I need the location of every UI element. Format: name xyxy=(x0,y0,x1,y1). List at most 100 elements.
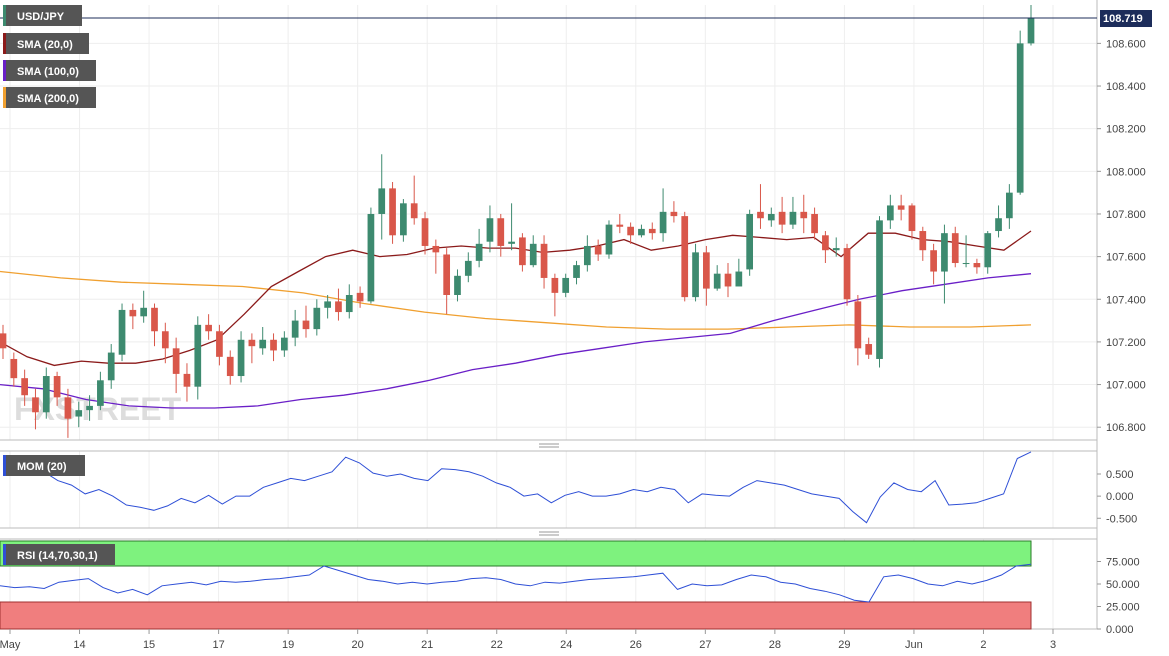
legend-sma-100[interactable]: SMA (100,0) xyxy=(3,60,96,81)
momentum-path xyxy=(2,451,1032,524)
candle-body xyxy=(735,271,743,287)
legend-usdjpy[interactable]: USD/JPY xyxy=(3,5,82,26)
candle-body xyxy=(324,301,331,308)
candle-body xyxy=(151,307,158,332)
candle-body xyxy=(529,243,537,266)
candle xyxy=(183,363,191,402)
candle xyxy=(540,235,548,289)
legend-mom[interactable]: MOM (20) xyxy=(3,455,85,476)
candle-body xyxy=(681,216,689,298)
candle-body xyxy=(497,218,505,246)
candle xyxy=(692,243,699,302)
candle-body xyxy=(908,205,916,232)
pane-resize-handle-2[interactable] xyxy=(539,531,559,536)
y-axis: 106.800 107.000 107.200 107.400 107.600 107.8… xyxy=(1097,38,1146,636)
legend-label: SMA (100,0) xyxy=(17,66,79,78)
candle xyxy=(995,205,1002,238)
x-tick-label: 2 xyxy=(980,639,986,651)
candle xyxy=(594,239,602,261)
candle-body xyxy=(486,218,494,242)
candle-body xyxy=(919,231,927,251)
candle-body xyxy=(432,245,440,253)
candle-body xyxy=(519,237,526,266)
candle-body xyxy=(692,252,699,298)
candle xyxy=(822,231,829,264)
legend-label: SMA (200,0) xyxy=(17,93,79,105)
candle-body xyxy=(10,358,18,379)
candle-body xyxy=(605,224,613,255)
current-price-marker: 108.719 xyxy=(1100,10,1152,28)
candle-body xyxy=(172,348,180,374)
candle xyxy=(486,205,494,253)
x-tick-label: 3 xyxy=(1050,639,1056,651)
candle-body xyxy=(876,220,883,359)
candle xyxy=(778,196,786,234)
candle-body xyxy=(32,397,39,413)
candle xyxy=(930,243,937,285)
legend-label: SMA (20,0) xyxy=(17,39,73,51)
pane-resize-handle-1[interactable] xyxy=(539,443,559,448)
pane-borders xyxy=(0,0,1098,630)
candle-body xyxy=(421,218,429,246)
legend-rsi[interactable]: RSI (14,70,30,1) xyxy=(3,544,115,565)
candle-body xyxy=(724,273,732,287)
candle xyxy=(508,203,515,251)
candle xyxy=(259,326,267,355)
candle-body xyxy=(627,226,634,236)
candle xyxy=(583,235,591,272)
candle xyxy=(151,303,158,347)
candle xyxy=(335,288,342,321)
candle xyxy=(75,401,83,428)
candle-body xyxy=(1027,17,1035,44)
candle xyxy=(865,337,873,359)
candle-body xyxy=(280,337,288,351)
legend-swatch xyxy=(3,5,6,26)
momentum-line xyxy=(2,451,1032,524)
legend-swatch xyxy=(3,544,6,565)
candle xyxy=(270,333,277,362)
candle xyxy=(356,286,364,308)
candle xyxy=(454,269,461,302)
candle-body xyxy=(886,205,894,221)
mom-tick-label: 0.500 xyxy=(1106,469,1134,481)
candle-body xyxy=(995,218,1002,232)
candle xyxy=(226,350,234,385)
candle-body xyxy=(941,233,948,272)
legend-sma-20[interactable]: SMA (20,0) xyxy=(3,33,89,54)
candle xyxy=(248,333,256,364)
legend-sma-200[interactable]: SMA (200,0) xyxy=(3,87,96,108)
rsi-tick-label: 75.000 xyxy=(1106,557,1140,569)
candle-body xyxy=(248,339,256,347)
candle-body xyxy=(648,228,656,234)
legend-label: USD/JPY xyxy=(17,11,65,23)
x-tick-label: 19 xyxy=(282,639,294,651)
current-price-label: 108.719 xyxy=(1103,13,1143,25)
candle-body xyxy=(670,211,678,217)
candle xyxy=(389,181,396,244)
candle-body xyxy=(713,273,721,289)
candle xyxy=(616,213,624,234)
rsi-tick-label: 0.000 xyxy=(1106,624,1134,636)
candle xyxy=(681,211,689,302)
candle-body xyxy=(638,228,645,236)
candle-body xyxy=(118,309,126,355)
candle-body xyxy=(443,254,451,295)
candle-body xyxy=(865,344,873,355)
candle xyxy=(497,213,505,257)
legend-swatch xyxy=(3,60,6,81)
candle-body xyxy=(21,378,28,396)
sma-20-line xyxy=(0,230,1032,367)
candle xyxy=(118,303,126,362)
x-tick-label: 29 xyxy=(838,639,850,651)
candle xyxy=(194,316,202,400)
candle xyxy=(703,245,710,306)
candle-body xyxy=(573,265,580,278)
candle-body xyxy=(811,213,818,234)
candle-body xyxy=(378,188,386,214)
candle xyxy=(464,252,472,283)
candle xyxy=(324,295,331,319)
candle xyxy=(10,352,18,387)
candle xyxy=(919,226,927,261)
candle-body xyxy=(356,292,364,302)
candle-body xyxy=(400,203,407,236)
